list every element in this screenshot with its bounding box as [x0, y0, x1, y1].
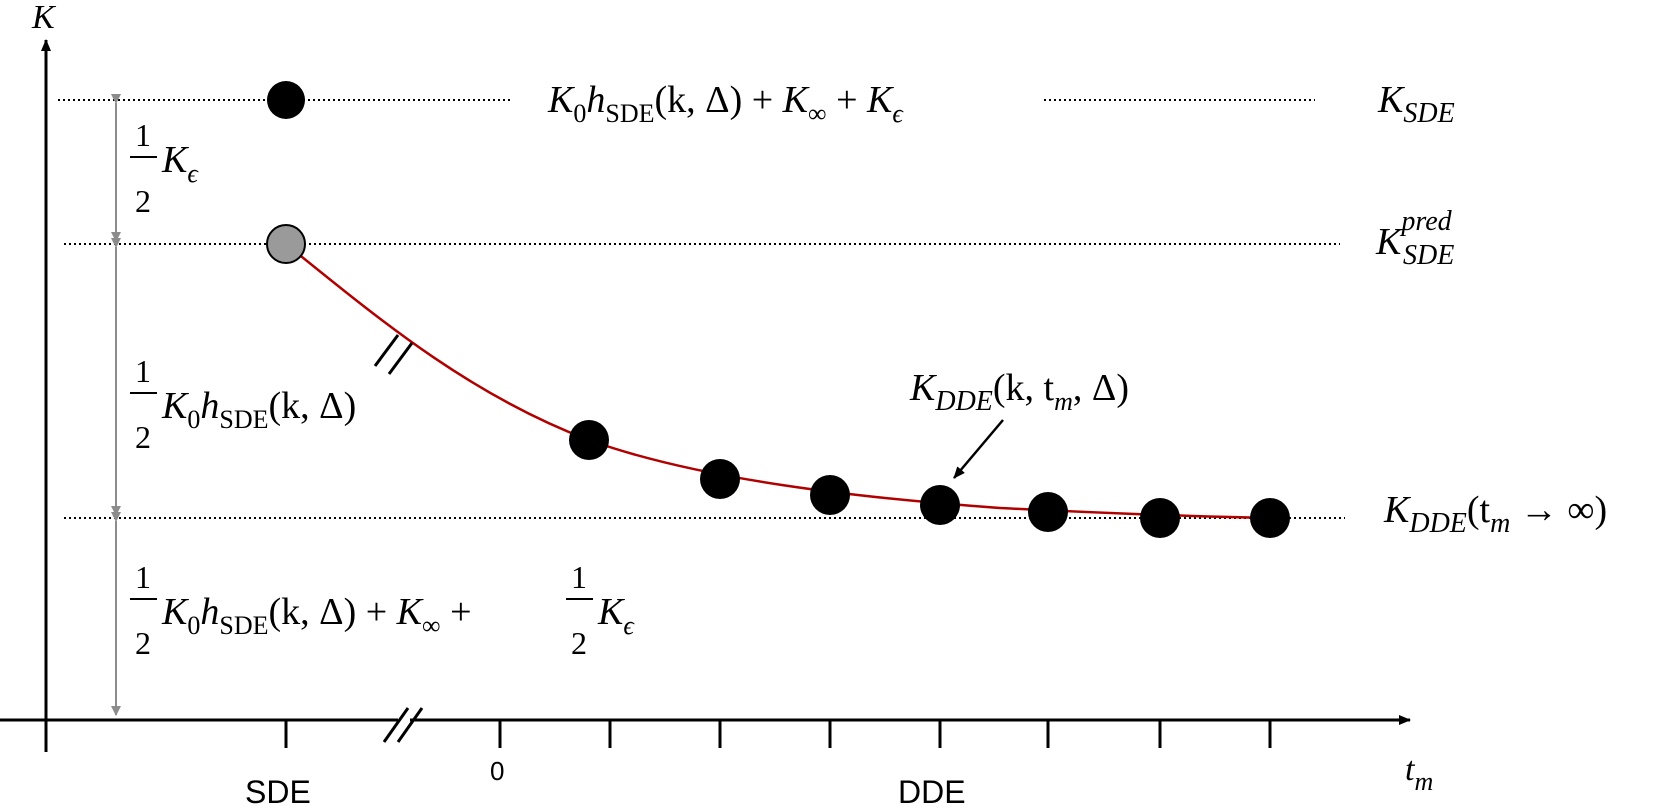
x-axis-ticks	[44, 720, 1272, 752]
x-region-dde-label: DDE	[898, 774, 966, 810]
x-region-sde-label: SDE	[245, 774, 311, 810]
svg-text:K0hSDE(k, Δ) + K∞ +: K0hSDE(k, Δ) + K∞ +	[161, 591, 472, 640]
svg-text:2: 2	[135, 625, 151, 661]
axes	[0, 39, 1411, 752]
x-axis-label: tm	[1405, 751, 1433, 796]
dde-point	[1028, 492, 1068, 532]
y-axis-label: K	[31, 0, 57, 36]
svg-text:1: 1	[135, 117, 151, 153]
svg-text:Kϵ: Kϵ	[161, 139, 199, 188]
k-sde-pred-label: Kpred SDE	[1375, 206, 1454, 271]
svg-text:K0hSDE(k, Δ): K0hSDE(k, Δ)	[161, 385, 356, 434]
level-lines	[58, 99, 1345, 519]
dde-point	[810, 475, 850, 515]
svg-text:Kϵ: Kϵ	[597, 591, 635, 640]
data-points	[266, 81, 1290, 538]
k-dde-inf-label: KDDE(tm → ∞)	[1383, 489, 1607, 539]
dde-point	[569, 420, 609, 460]
bracket-middle-label: 1 2 K0hSDE(k, Δ)	[130, 353, 356, 455]
svg-text:1: 1	[135, 353, 151, 389]
bracket-bottom-label: 1 2 K0hSDE(k, Δ) + K∞ + 1 2 Kϵ	[130, 559, 635, 661]
sde-predicted-point	[266, 224, 306, 264]
bracket-top-label: 1 2 Kϵ	[130, 117, 199, 219]
k-sde-label: KSDE	[1377, 79, 1455, 129]
svg-text:1: 1	[571, 559, 587, 595]
dde-point	[1250, 498, 1290, 538]
sde-point	[267, 81, 305, 119]
curve-break	[373, 334, 414, 375]
top-formula: K0hSDE(k, Δ) + K∞ + Kϵ	[547, 79, 904, 128]
dde-point	[700, 459, 740, 499]
svg-text:2: 2	[135, 419, 151, 455]
x-axis-break	[382, 707, 424, 743]
svg-text:2: 2	[135, 183, 151, 219]
x-tick-zero-label: 0	[490, 756, 504, 786]
curve-label: KDDE(k, tm, Δ)	[909, 367, 1129, 417]
svg-text:2: 2	[571, 625, 587, 661]
dde-point	[1140, 498, 1180, 538]
curve-label-arrow	[953, 419, 1004, 479]
svg-text:1: 1	[135, 559, 151, 595]
dde-point	[920, 485, 960, 525]
